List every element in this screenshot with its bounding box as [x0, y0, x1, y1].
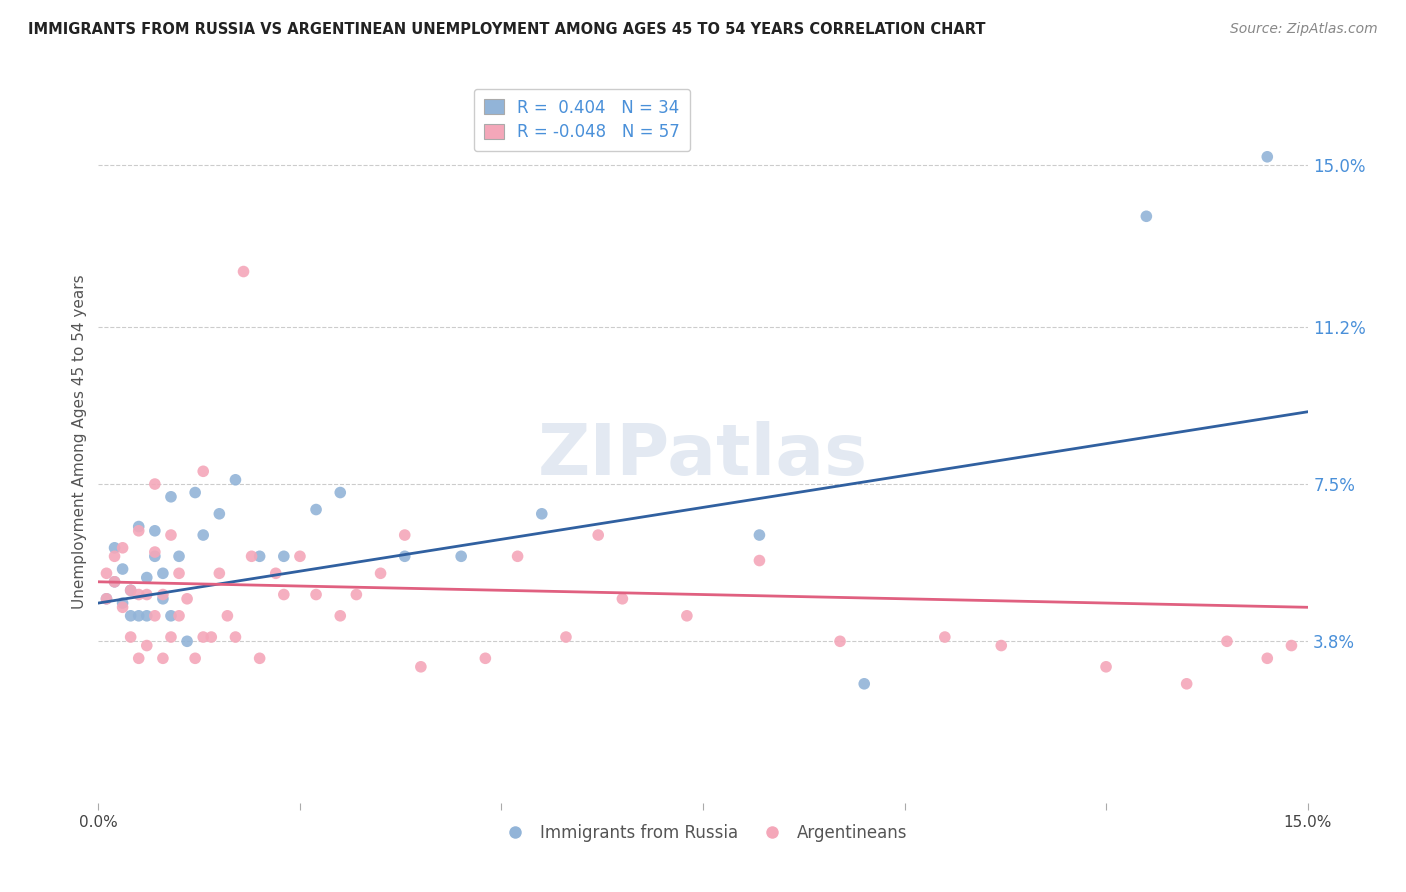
Point — [128, 588, 150, 602]
Point — [208, 566, 231, 581]
Point — [167, 549, 190, 564]
Point — [103, 574, 125, 589]
Point — [586, 528, 609, 542]
Point — [748, 528, 770, 542]
Point — [184, 485, 207, 500]
Text: IMMIGRANTS FROM RUSSIA VS ARGENTINEAN UNEMPLOYMENT AMONG AGES 45 TO 54 YEARS COR: IMMIGRANTS FROM RUSSIA VS ARGENTINEAN UN… — [28, 22, 986, 37]
Point — [305, 588, 328, 602]
Point — [96, 591, 118, 606]
Point — [120, 608, 142, 623]
Text: ZIPatlas: ZIPatlas — [538, 422, 868, 491]
Point — [128, 608, 150, 623]
Point — [1281, 639, 1303, 653]
Point — [103, 574, 125, 589]
Point — [135, 639, 157, 653]
Point — [249, 651, 271, 665]
Point — [143, 608, 166, 623]
Point — [111, 562, 134, 576]
Point — [135, 588, 157, 602]
Point — [152, 651, 174, 665]
Point — [160, 528, 183, 542]
Point — [394, 528, 416, 542]
Legend: Immigrants from Russia, Argentineans: Immigrants from Russia, Argentineans — [492, 817, 914, 848]
Point — [103, 549, 125, 564]
Point — [1095, 660, 1118, 674]
Point — [370, 566, 392, 581]
Point — [555, 630, 578, 644]
Point — [111, 600, 134, 615]
Point — [143, 545, 166, 559]
Point — [1175, 677, 1198, 691]
Point — [1135, 209, 1157, 223]
Point — [120, 583, 142, 598]
Point — [506, 549, 529, 564]
Point — [176, 634, 198, 648]
Point — [273, 549, 295, 564]
Point — [143, 549, 166, 564]
Point — [193, 630, 215, 644]
Point — [344, 588, 367, 602]
Point — [530, 507, 553, 521]
Point — [193, 528, 215, 542]
Point — [934, 630, 956, 644]
Point — [160, 630, 183, 644]
Point — [160, 608, 183, 623]
Point — [143, 477, 166, 491]
Point — [160, 490, 183, 504]
Point — [224, 473, 246, 487]
Point — [111, 541, 134, 555]
Point — [1216, 634, 1239, 648]
Point — [152, 591, 174, 606]
Point — [232, 264, 254, 278]
Point — [676, 608, 699, 623]
Point — [1256, 651, 1278, 665]
Point — [394, 549, 416, 564]
Point — [329, 485, 352, 500]
Point — [200, 630, 222, 644]
Point — [853, 677, 876, 691]
Point — [120, 630, 142, 644]
Y-axis label: Unemployment Among Ages 45 to 54 years: Unemployment Among Ages 45 to 54 years — [72, 274, 87, 609]
Point — [111, 596, 134, 610]
Point — [128, 651, 150, 665]
Point — [990, 639, 1012, 653]
Point — [305, 502, 328, 516]
Point — [612, 591, 634, 606]
Point — [1256, 150, 1278, 164]
Point — [143, 524, 166, 538]
Point — [103, 541, 125, 555]
Point — [217, 608, 239, 623]
Point — [249, 549, 271, 564]
Point — [474, 651, 496, 665]
Point — [224, 630, 246, 644]
Point — [240, 549, 263, 564]
Point — [135, 608, 157, 623]
Point — [450, 549, 472, 564]
Point — [152, 566, 174, 581]
Point — [208, 507, 231, 521]
Point — [264, 566, 287, 581]
Point — [184, 651, 207, 665]
Point — [167, 608, 190, 623]
Point — [288, 549, 311, 564]
Text: Source: ZipAtlas.com: Source: ZipAtlas.com — [1230, 22, 1378, 37]
Point — [128, 519, 150, 533]
Point — [329, 608, 352, 623]
Point — [167, 566, 190, 581]
Point — [152, 588, 174, 602]
Point — [273, 588, 295, 602]
Point — [828, 634, 851, 648]
Point — [748, 553, 770, 567]
Point — [120, 583, 142, 598]
Point — [409, 660, 432, 674]
Point — [176, 591, 198, 606]
Point — [128, 524, 150, 538]
Point — [96, 566, 118, 581]
Point — [135, 570, 157, 584]
Point — [96, 591, 118, 606]
Point — [193, 464, 215, 478]
